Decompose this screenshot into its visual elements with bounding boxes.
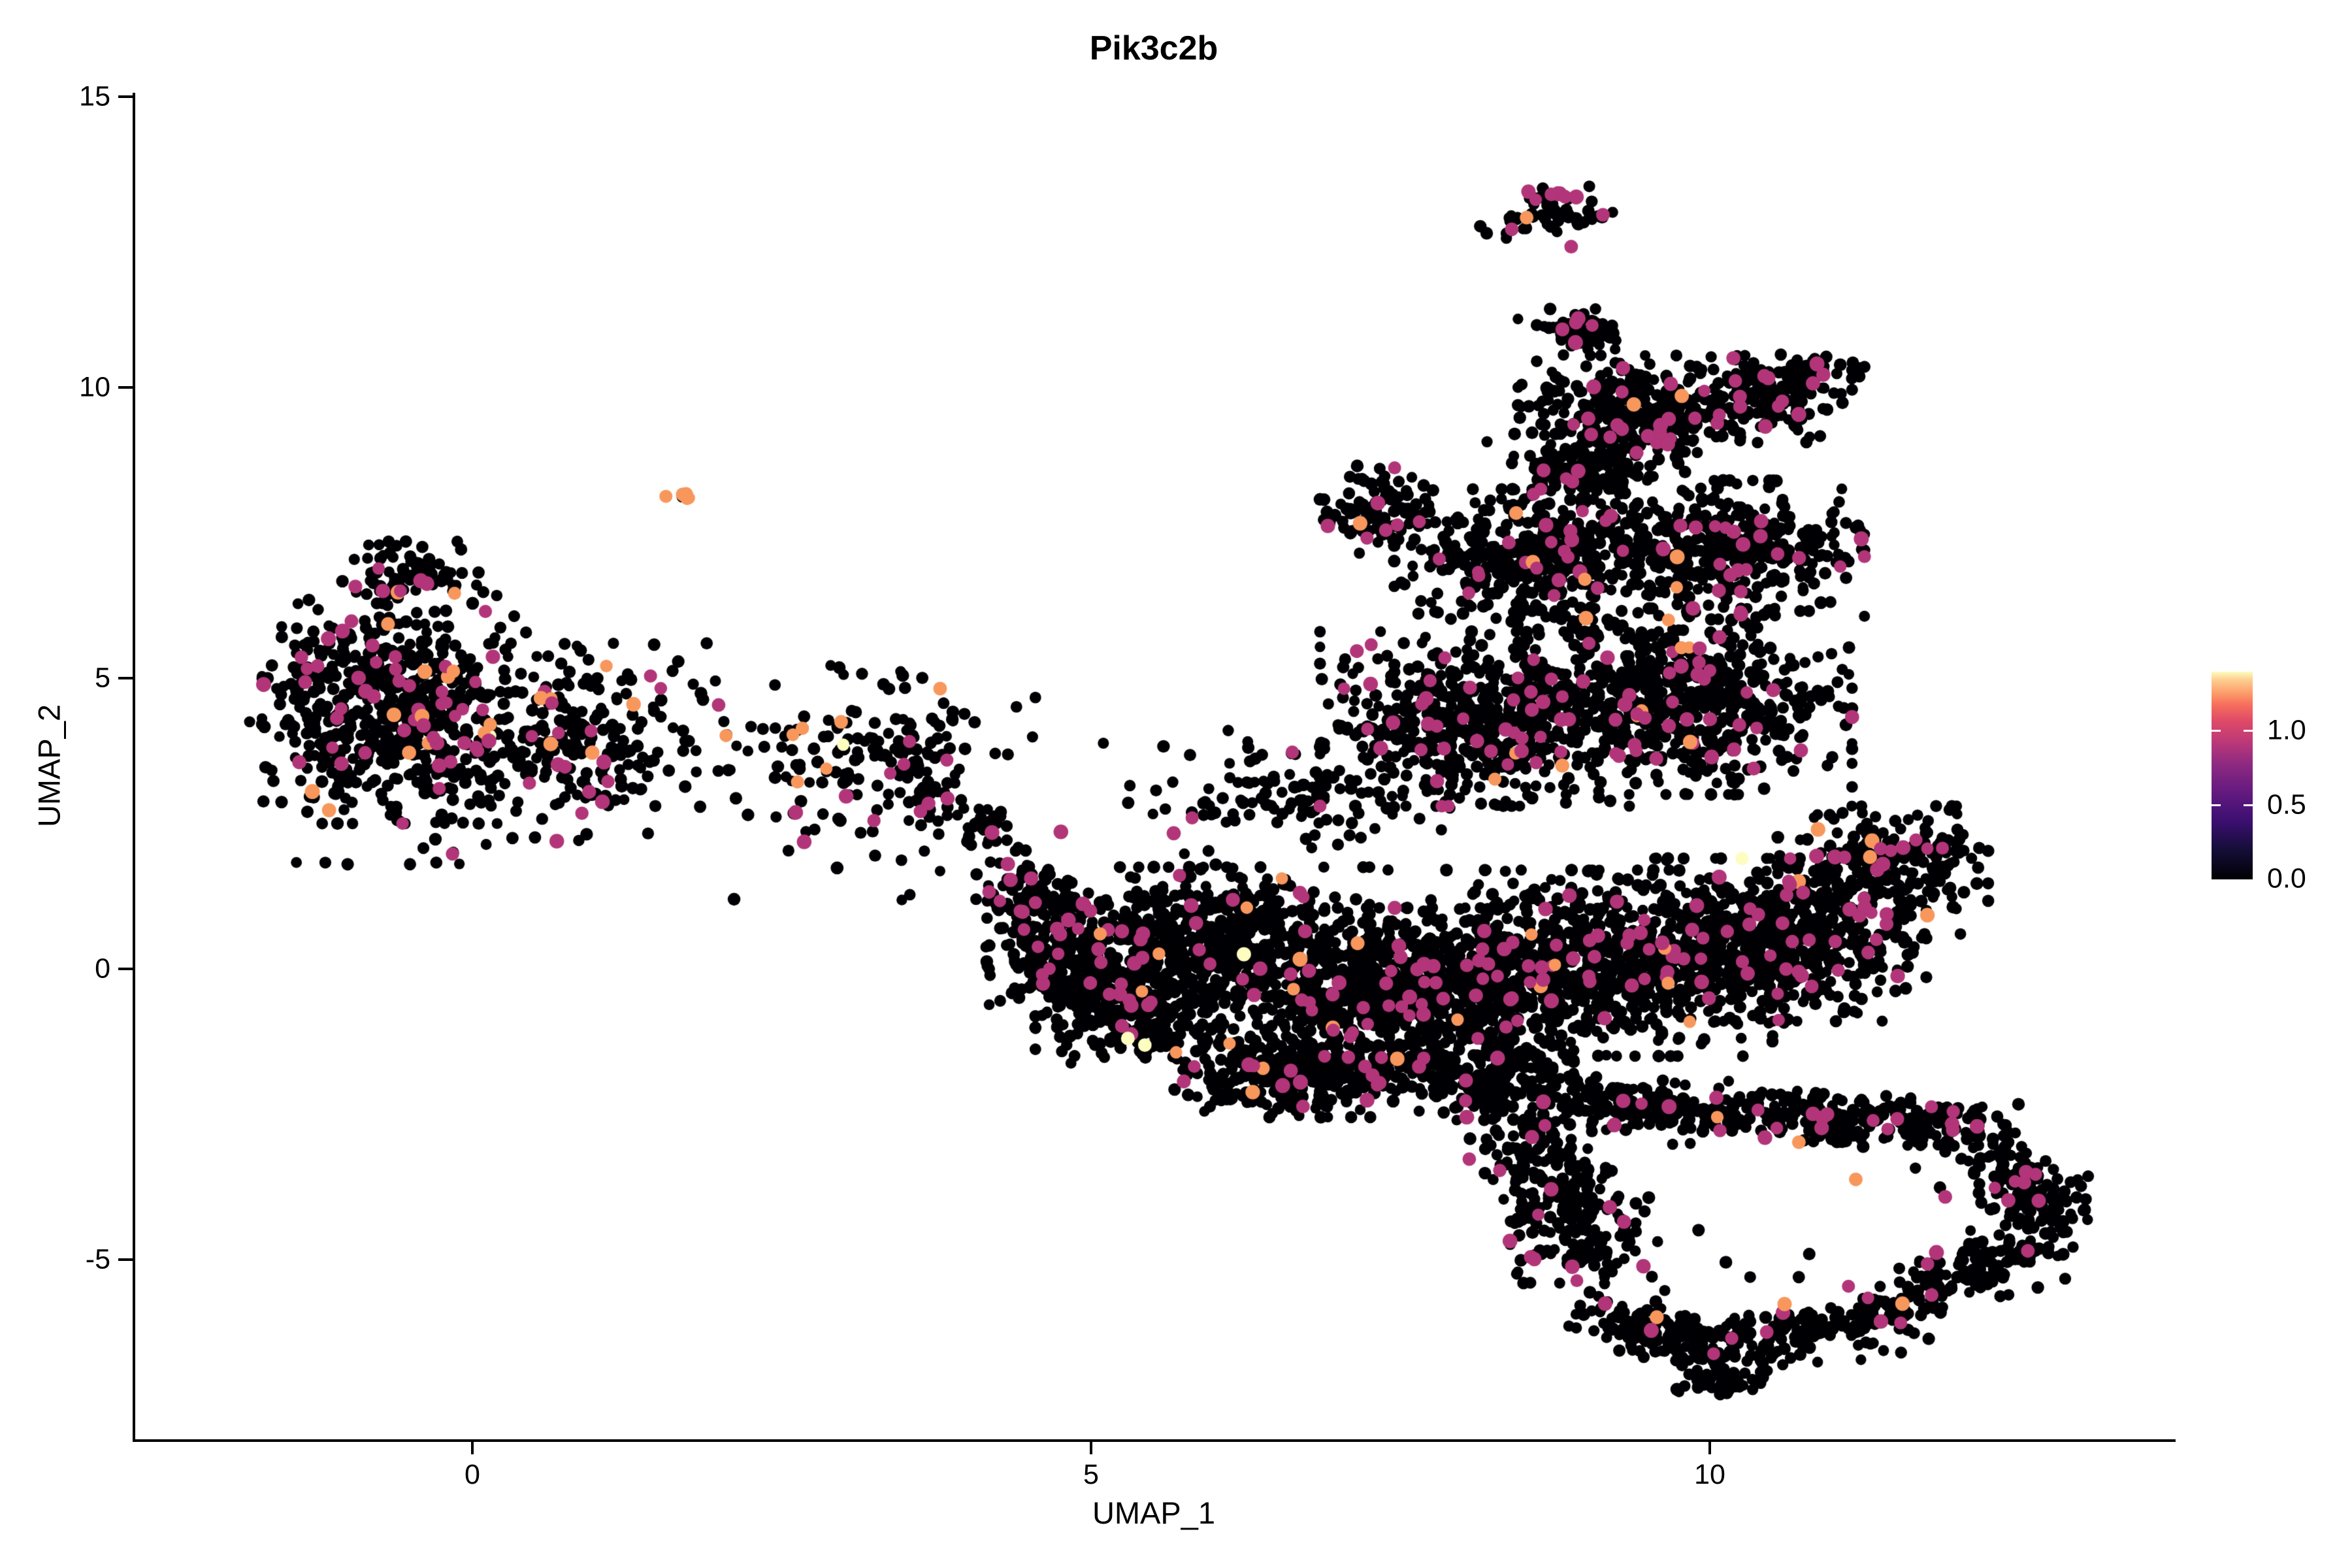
y-tick-mark (118, 968, 133, 970)
y-tick-mark (118, 95, 133, 98)
expression-colorbar (2212, 672, 2253, 879)
x-axis-line (133, 1439, 2176, 1442)
x-axis-title: UMAP_1 (1092, 1495, 1216, 1530)
y-tick-mark (118, 386, 133, 389)
y-tick-label: 5 (95, 662, 110, 694)
y-tick-label: -5 (85, 1243, 110, 1275)
colorbar-tick-label: 0.5 (2267, 789, 2306, 820)
x-tick-label: 0 (465, 1459, 480, 1490)
colorbar-gradient (2212, 672, 2253, 879)
y-axis-line (133, 93, 135, 1442)
colorbar-tick-label: 1.0 (2267, 714, 2306, 746)
colorbar-tick-mark (2244, 730, 2253, 732)
colorbar-tick-mark (2212, 804, 2221, 806)
x-tick-mark (471, 1439, 474, 1454)
y-tick-label: 15 (79, 80, 110, 112)
colorbar-tick-mark (2212, 730, 2221, 732)
x-tick-label: 5 (1083, 1459, 1099, 1490)
colorbar-tick-label: 0.0 (2267, 862, 2306, 894)
x-tick-mark (1708, 1439, 1711, 1454)
colorbar-tick-mark (2244, 804, 2253, 806)
y-tick-mark (118, 677, 133, 679)
x-tick-mark (1090, 1439, 1092, 1454)
y-axis-title: UMAP_2 (31, 704, 67, 828)
plot-title: Pik3c2b (1089, 29, 1218, 67)
y-tick-label: 10 (79, 371, 110, 403)
y-tick-label: 0 (95, 953, 110, 985)
x-tick-label: 10 (1694, 1459, 1725, 1490)
y-tick-mark (118, 1258, 133, 1261)
